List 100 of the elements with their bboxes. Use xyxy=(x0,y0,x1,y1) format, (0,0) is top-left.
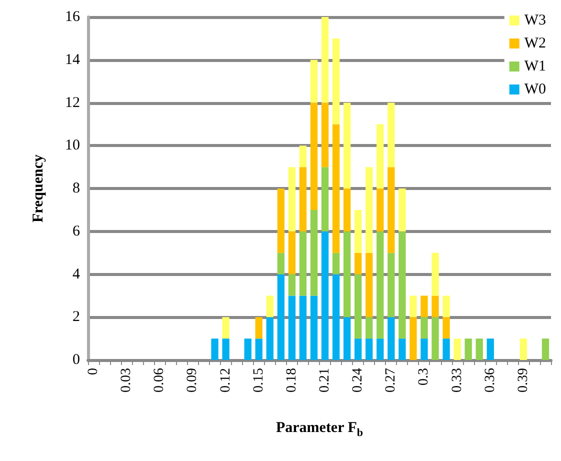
bar xyxy=(277,274,284,360)
bar xyxy=(410,296,417,318)
bar xyxy=(222,338,230,360)
bar xyxy=(299,231,307,296)
y-tick-label: 0 xyxy=(72,352,80,368)
bar xyxy=(486,338,494,360)
bar xyxy=(420,338,428,360)
bar xyxy=(520,338,528,360)
bar xyxy=(321,102,329,168)
bar xyxy=(332,124,340,253)
bar xyxy=(222,317,230,339)
bar xyxy=(277,188,284,253)
bar xyxy=(354,252,362,274)
bar xyxy=(332,252,340,274)
bar xyxy=(288,167,296,232)
bar xyxy=(354,210,362,253)
bar xyxy=(321,231,329,360)
bar xyxy=(388,252,395,318)
legend-label: W2 xyxy=(524,36,546,52)
x-tick-label: 0.15 xyxy=(251,368,266,392)
bar xyxy=(420,317,428,339)
x-tick-label: 0 xyxy=(86,368,102,375)
bar xyxy=(343,317,351,360)
bar xyxy=(288,274,296,296)
bar xyxy=(343,102,351,188)
bar xyxy=(388,317,395,360)
bar xyxy=(388,102,395,168)
legend-label: W1 xyxy=(524,58,546,74)
bar xyxy=(343,188,351,232)
bar xyxy=(464,338,472,360)
x-tick-label: 0.12 xyxy=(218,368,234,392)
bar xyxy=(277,252,284,274)
x-tick-label: 0.33 xyxy=(450,368,465,392)
bar xyxy=(332,38,340,124)
bar xyxy=(354,274,362,339)
bar xyxy=(354,338,362,360)
x-tick-label: 0.18 xyxy=(284,368,300,392)
bar xyxy=(299,296,307,360)
bar xyxy=(343,231,351,318)
bar xyxy=(376,231,384,339)
bar xyxy=(420,296,428,318)
bar xyxy=(299,167,307,232)
legend-label: W3 xyxy=(524,12,546,28)
bar xyxy=(299,146,307,168)
y-axis-title: Frequency xyxy=(30,154,46,223)
bar xyxy=(266,317,274,360)
y-tick-label: 2 xyxy=(72,309,80,326)
x-tick-label: 0.27 xyxy=(384,368,399,392)
bar xyxy=(244,338,252,360)
legend-label: W0 xyxy=(524,82,546,98)
x-tick-label: 0.24 xyxy=(350,368,366,392)
x-tick-label: 0.09 xyxy=(185,368,200,392)
bar xyxy=(332,274,340,360)
bar xyxy=(321,17,329,103)
x-tick-label: 0.21 xyxy=(318,368,333,392)
y-tick-label: 16 xyxy=(65,9,80,25)
bar xyxy=(442,338,450,360)
bar xyxy=(442,317,450,339)
y-tick-label: 6 xyxy=(72,223,80,240)
bar xyxy=(432,296,439,318)
bar xyxy=(366,252,373,318)
bar xyxy=(211,338,218,360)
bar xyxy=(376,124,384,188)
bar xyxy=(310,210,318,296)
bar xyxy=(542,338,550,360)
bar xyxy=(321,167,329,232)
bar xyxy=(310,60,318,103)
bar xyxy=(366,167,373,253)
x-tick-label: 0.36 xyxy=(482,368,498,392)
x-axis-title: Parameter F$_{b}$ xyxy=(274,420,364,439)
bar xyxy=(255,317,262,339)
bar xyxy=(366,317,373,339)
bar xyxy=(366,338,373,360)
x-tick-label: 0.39 xyxy=(516,368,531,392)
bar xyxy=(432,252,439,296)
x-tick-label: 0.06 xyxy=(152,368,168,392)
bar xyxy=(398,188,406,232)
bar xyxy=(310,102,318,210)
bar xyxy=(398,338,406,360)
bar xyxy=(376,338,384,360)
bar xyxy=(288,296,296,360)
x-tick-label: 0.03 xyxy=(119,368,134,392)
bar xyxy=(310,296,318,360)
y-tick-label: 4 xyxy=(72,266,80,282)
y-tick-label: 14 xyxy=(65,52,80,68)
bar xyxy=(255,338,262,360)
bar xyxy=(288,231,296,274)
y-tick-label: 10 xyxy=(65,138,80,154)
bar xyxy=(388,167,395,253)
y-tick-label: 12 xyxy=(65,94,80,111)
bar xyxy=(398,231,406,339)
bar xyxy=(442,296,450,318)
bar xyxy=(432,317,439,360)
y-tick-label: 8 xyxy=(72,180,80,196)
bar xyxy=(266,296,274,318)
bar xyxy=(410,317,417,360)
x-tick-label: 0.3 xyxy=(416,368,432,386)
bar xyxy=(454,338,461,360)
bar xyxy=(476,338,483,360)
bar xyxy=(376,188,384,232)
